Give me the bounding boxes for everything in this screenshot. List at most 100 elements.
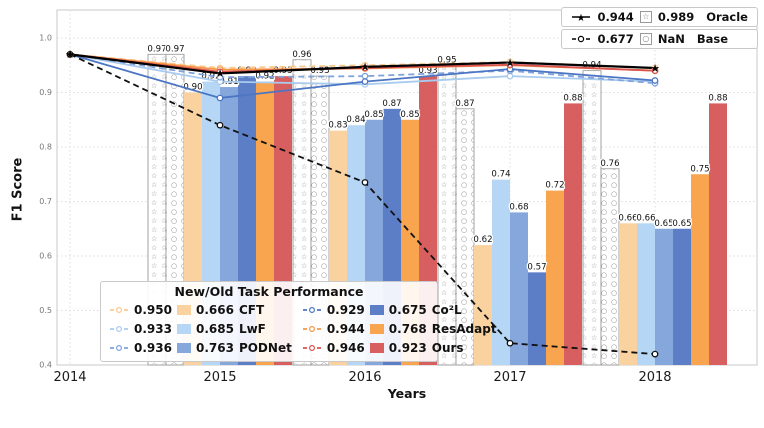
legend-method-name: PODNet xyxy=(238,340,292,355)
bar-ResAdapt-2018 xyxy=(691,174,709,365)
bar-value-label: 0.66 xyxy=(636,213,655,223)
svg-text:2016: 2016 xyxy=(348,370,381,385)
marker-LwF xyxy=(506,72,514,80)
marker-Base xyxy=(651,350,659,358)
legend-row-oracle: ★ 0.944 ☆ 0.989 Oracle xyxy=(561,7,758,27)
legend-method-name: Ours xyxy=(431,340,464,355)
line-marker-icon xyxy=(302,344,321,351)
marker-Base xyxy=(361,179,369,186)
legend-new-task-value: 0.950 xyxy=(134,302,172,317)
marker-PODNet xyxy=(361,72,369,80)
marker-star-Oracle: ★ xyxy=(505,56,515,69)
bar-value-label: 0.74 xyxy=(491,170,510,180)
bar-value-label: 0.97 xyxy=(147,44,166,54)
svg-text:2014: 2014 xyxy=(53,370,86,385)
bar-value-label: 0.76 xyxy=(600,159,619,169)
line-marker-icon xyxy=(110,344,128,351)
bar-value-label: 0.96 xyxy=(292,50,311,60)
bar-CFT-2017 xyxy=(474,245,492,365)
legend-old-task-value: 0.685 xyxy=(195,321,234,336)
legend-new-task-value: 0.936 xyxy=(134,340,172,355)
legend-row-lwf: 0.933 0.685 LwF xyxy=(109,319,292,338)
marker-Base xyxy=(66,50,74,58)
bar-value-label: 0.75 xyxy=(690,164,709,174)
legend-method-name: LwF xyxy=(238,321,266,336)
bar-value-label: 0.83 xyxy=(328,121,347,131)
legend-method-name: ResAdapt xyxy=(431,321,497,336)
bar-value-label: 0.88 xyxy=(708,93,727,103)
legend-row-ours: 0.946 0.923 Ours xyxy=(302,338,497,357)
marker-Co²L xyxy=(216,94,224,102)
bar-value-label: 0.68 xyxy=(509,202,528,212)
x-axis-ticks: 2014 2015 2016 2017 2018 xyxy=(53,370,671,385)
bar-PODNet-2017 xyxy=(510,212,528,365)
y-axis-title: F1 Score xyxy=(10,157,26,222)
legend-color-swatch-icon xyxy=(176,304,191,315)
marker-Ours xyxy=(506,61,514,69)
bar-value-label: 0.62 xyxy=(473,235,492,245)
legend-new-task-value: 0.944 xyxy=(326,321,365,336)
svg-text:0.4: 0.4 xyxy=(39,361,52,370)
legend-row-cft: 0.950 0.666 CFT xyxy=(109,300,292,319)
marker-star-Oracle: ★ xyxy=(650,62,660,75)
legend-new-task-value: 0.946 xyxy=(326,340,365,355)
marker-Co²L xyxy=(361,78,369,85)
bar-Ours-2017 xyxy=(564,103,582,366)
legend-old-task-value: 0.768 xyxy=(388,321,427,336)
marker-star-Oracle: ★ xyxy=(65,48,75,61)
legend-row-podnet: 0.936 0.763 PODNet xyxy=(109,338,292,357)
legend-row-resadapt: 0.944 0.768 ResAdapt xyxy=(302,319,497,338)
marker-star-Oracle: ★ xyxy=(360,61,370,74)
legend-series-label: Base xyxy=(696,32,729,46)
svg-text:1.0: 1.0 xyxy=(39,34,52,43)
legend-row-col: 0.929 0.675 Co²L xyxy=(302,300,497,319)
bar-value-label: 0.92 xyxy=(255,72,274,82)
legend-bar-value: 0.989 xyxy=(657,10,695,24)
bar-ResAdapt-2017 xyxy=(546,190,564,365)
line-marker-icon xyxy=(110,325,128,332)
legend-color-swatch-icon xyxy=(369,342,384,353)
bar-LwF-2017 xyxy=(492,179,510,365)
svg-text:0.9: 0.9 xyxy=(39,88,52,97)
marker-Ours xyxy=(651,67,659,75)
bar-value-label: 0.65 xyxy=(654,219,673,229)
legend-color-swatch-icon xyxy=(176,323,191,334)
legend-series-label: Oracle xyxy=(706,10,748,24)
legend-task-performance: New/Old Task Performance 0.950 0.666 CFT 0.… xyxy=(100,281,497,362)
bar-value-label: 0.57 xyxy=(527,262,546,272)
bar-PODNet-2018 xyxy=(655,228,673,365)
svg-text:2015: 2015 xyxy=(203,370,236,385)
bar-Co²L-2018 xyxy=(673,228,691,365)
legend-column: 0.950 0.666 CFT 0.933 0.685 LwF 0.936 0.763 PODN… xyxy=(109,300,292,357)
x-axis-title: Years xyxy=(387,386,427,401)
svg-text:0.7: 0.7 xyxy=(39,197,52,206)
legend-color-swatch-icon xyxy=(369,323,384,334)
legend-method-name: CFT xyxy=(238,302,265,317)
lines-layer: ★ ★ ★ ★ ★ xyxy=(65,48,660,358)
legend-pattern-swatch-icon: ☆ xyxy=(639,11,652,23)
legend-old-task-value: 0.923 xyxy=(388,340,427,355)
svg-text:2018: 2018 xyxy=(638,370,671,385)
legend-line-value: 0.944 xyxy=(597,10,634,24)
legend-row-base: 0.677 ○ NaN Base xyxy=(561,29,758,49)
bar-value-label: 0.65 xyxy=(672,219,691,229)
bar-value-label: 0.90 xyxy=(183,83,202,93)
bar-value-label: 0.85 xyxy=(364,110,383,120)
line-marker-icon xyxy=(110,306,128,313)
legend-bar-value: NaN xyxy=(657,32,685,46)
bar-Ours-2018 xyxy=(709,103,727,366)
legend-column: 0.929 0.675 Co²L 0.944 0.768 ResAdapt 0.946 0.9… xyxy=(302,300,497,357)
line-marker-icon xyxy=(302,325,321,332)
y-axis-ticks: 0.4 0.5 0.6 0.7 0.8 0.9 1.0 xyxy=(39,34,52,370)
svg-text:0.5: 0.5 xyxy=(39,306,52,315)
legend-new-task-value: 0.929 xyxy=(326,302,365,317)
legend-title: New/Old Task Performance xyxy=(174,284,364,299)
legend-old-task-value: 0.666 xyxy=(195,302,234,317)
legend-line-value: 0.677 xyxy=(597,32,634,46)
svg-text:2017: 2017 xyxy=(493,370,526,385)
marker-Base xyxy=(506,339,514,347)
legend-entries: 0.950 0.666 CFT 0.933 0.685 LwF 0.936 0.763 PODN… xyxy=(109,300,497,357)
bar-Co²L-2017 xyxy=(528,272,546,365)
